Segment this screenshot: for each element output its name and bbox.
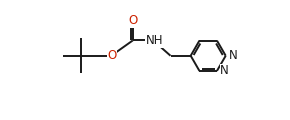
Text: N: N — [229, 49, 238, 62]
Text: N: N — [220, 64, 229, 77]
Text: O: O — [108, 49, 117, 62]
Text: NH: NH — [146, 34, 164, 47]
Text: O: O — [128, 14, 137, 27]
